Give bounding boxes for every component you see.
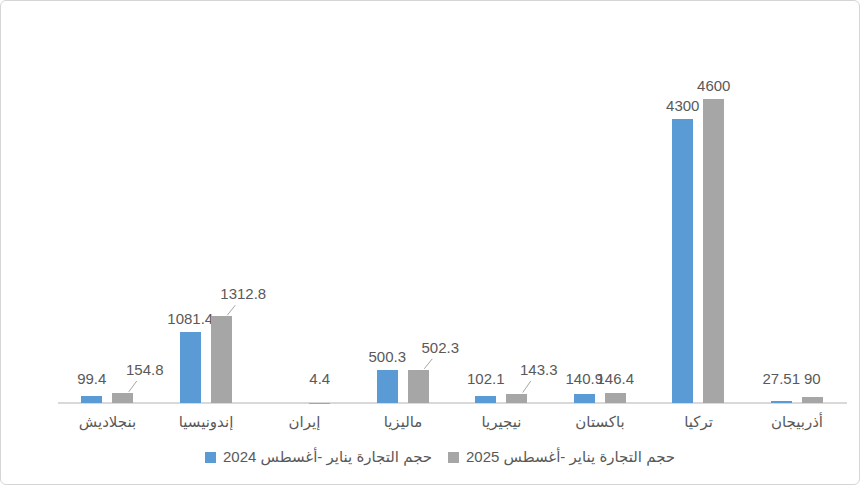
bar-2024-indonesia <box>180 332 201 403</box>
axis-label-malaysia: ماليزيا <box>354 413 453 431</box>
axis-label-indonesia: إندونيسيا <box>157 413 256 431</box>
legend: حجم التجارة يناير -أغسطس 2024 حجم التجار… <box>1 447 859 469</box>
chart-area: بنجلاديش 99.4 154.8 إندونيسيا 1081.4 1312.8 إي… <box>0 0 860 485</box>
axis-label-azerbaijan: أذربيجان <box>748 413 847 431</box>
data-label-2025-indonesia: 1312.8 <box>220 285 266 302</box>
axis-label-iran: إيران <box>255 413 354 431</box>
bar-2025-bangladesh <box>112 393 133 403</box>
data-label-2025-nigeria: 143.3 <box>520 361 558 378</box>
data-label-2025-malaysia: 502.3 <box>421 339 459 356</box>
legend-entry-2024: حجم التجارة يناير -أغسطس 2024 <box>205 447 432 467</box>
bar-2024-malaysia <box>377 370 398 403</box>
axis-label-turkey: تركيا <box>649 413 748 431</box>
bar-2025-indonesia <box>211 316 232 403</box>
legend-label-2025: حجم التجارة يناير -أغسطس 2025 <box>466 448 675 466</box>
legend-swatch-2024-icon <box>205 452 216 463</box>
data-label-2025-turkey: 4600 <box>697 77 730 94</box>
bar-2025-nigeria <box>506 394 527 403</box>
leader-lines <box>1 1 859 484</box>
legend-label-2024: حجم التجارة يناير -أغسطس 2024 <box>223 448 432 466</box>
bar-2025-pakistan <box>605 393 626 403</box>
bar-2024-turkey <box>672 119 693 403</box>
axis-label-pakistan: باكستان <box>551 413 650 431</box>
axis-label-bangladesh: بنجلاديش <box>58 413 157 431</box>
bar-2024-bangladesh <box>81 396 102 403</box>
legend-swatch-2025-icon <box>448 452 459 463</box>
data-label-2024-malaysia: 500.3 <box>368 348 406 365</box>
bar-2025-malaysia <box>408 370 429 403</box>
data-label-2024-bangladesh: 99.4 <box>77 370 106 387</box>
data-label-2024-nigeria: 102.1 <box>467 370 505 387</box>
bar-2025-turkey <box>703 99 724 403</box>
axis-label-nigeria: نيجيريا <box>452 413 551 431</box>
data-label-2025-azerbaijan: 90 <box>804 370 821 387</box>
plot-area: بنجلاديش 99.4 154.8 إندونيسيا 1081.4 1312.8 إي… <box>1 1 859 484</box>
data-label-2024-turkey: 4300 <box>666 97 699 114</box>
bar-2024-pakistan <box>574 394 595 403</box>
data-label-2025-pakistan: 146.4 <box>596 370 634 387</box>
legend-entry-2025: حجم التجارة يناير -أغسطس 2025 <box>448 447 675 467</box>
bar-2024-nigeria <box>475 396 496 403</box>
data-label-2024-indonesia: 1081.4 <box>167 310 213 327</box>
x-axis-line <box>58 402 847 404</box>
bar-2025-azerbaijan <box>802 397 823 403</box>
bar-2024-azerbaijan <box>771 401 792 403</box>
data-label-2025-bangladesh: 154.8 <box>126 361 164 378</box>
data-label-2024-azerbaijan: 27.51 <box>762 370 800 387</box>
data-label-2025-iran: 4.4 <box>309 370 330 387</box>
